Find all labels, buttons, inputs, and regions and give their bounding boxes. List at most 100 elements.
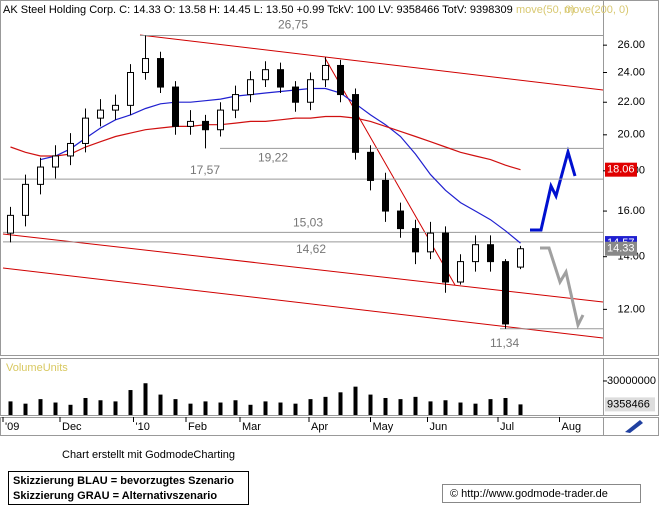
candle-body [322, 64, 329, 81]
candle-body [52, 155, 59, 168]
y-tick-label: 20.00 [617, 129, 645, 141]
volume-bar [428, 401, 433, 415]
candle-body [172, 86, 179, 127]
y-tick-label: 24.00 [617, 66, 645, 78]
x-tick-label: Jun [430, 421, 448, 433]
candle-body [82, 117, 89, 144]
legend-entry: move(50, 0) [516, 4, 575, 16]
level-label: 14,62 [296, 242, 326, 256]
legend-text: Skizzierung BLAU = bevorzugtes Szenario [13, 475, 234, 487]
volume-bar [308, 399, 313, 415]
copyright-box [442, 484, 641, 503]
scenario-gray [540, 246, 585, 330]
level-label: 15,03 [293, 216, 323, 230]
candle-body [352, 94, 359, 153]
volume-bar [278, 402, 283, 415]
x-tick-label: Jul [500, 421, 514, 433]
candle-body [442, 232, 449, 283]
trend-line [139, 34, 604, 91]
credit: Chart erstellt mit GodmodeCharting [62, 449, 235, 461]
volume-bar [503, 397, 508, 415]
volume-bar [368, 394, 373, 415]
legend-box [8, 471, 249, 505]
candle-body [232, 94, 239, 111]
volume-bar [23, 403, 28, 415]
candle-body [382, 179, 389, 212]
volume-label: VolumeUnits [6, 362, 68, 374]
volume-tick-label: 30000000 [607, 375, 656, 387]
volume-bar [68, 404, 73, 415]
last-value-label: 18.06 [607, 164, 635, 176]
y-tick-label: 16.00 [617, 205, 645, 217]
candle-body [217, 109, 224, 131]
scenario-blue [530, 146, 577, 232]
volume-bar [173, 399, 178, 415]
x-tick-label: Feb [188, 421, 207, 433]
volume-bar [128, 390, 133, 415]
legend-text: Skizzierung GRAU = Alternativszenario [13, 490, 217, 502]
volume-bar [443, 400, 448, 415]
candle-body [307, 79, 314, 103]
volume-bar [233, 400, 238, 415]
y-tick-label: 12.00 [617, 303, 645, 315]
candle-body [37, 166, 44, 185]
volume-bar [8, 401, 13, 415]
chart-title: AK Steel Holding Corp. C: 14.33 O: 13.58… [3, 4, 513, 16]
candle-body [337, 64, 344, 96]
volume-bar [293, 403, 298, 415]
candle-body [412, 228, 419, 253]
candle-body [502, 261, 509, 325]
last-value-box [605, 241, 637, 256]
volume-bar [98, 400, 103, 415]
trend-line [2, 267, 604, 339]
moving-average [10, 115, 521, 171]
candle-body [262, 69, 269, 81]
x-tick-label: '10 [136, 421, 150, 433]
tool-box [603, 417, 659, 436]
volume-bar [398, 399, 403, 415]
y-tick-label: 22.00 [617, 96, 645, 108]
level-label: 26,75 [278, 18, 308, 32]
volume-bar [203, 401, 208, 415]
volume-bar [263, 401, 268, 415]
x-tick-label: '09 [5, 421, 19, 433]
volume-bar [353, 386, 358, 415]
copyright: © http://www.godmode-trader.de [450, 488, 608, 500]
level-label: 17,57 [190, 163, 220, 177]
candle-body [97, 109, 104, 119]
candle-body [67, 142, 74, 157]
candle-body [127, 72, 134, 106]
volume-bar [83, 397, 88, 415]
candle-body [457, 261, 464, 283]
volume-last-label: 9358466 [607, 398, 650, 410]
volume-bar [188, 403, 193, 415]
candle-body [292, 86, 299, 103]
volume-bar [158, 394, 163, 415]
volume-bar [113, 401, 118, 415]
volume-bar [518, 404, 523, 415]
volume-bar [473, 403, 478, 415]
candle-body [277, 69, 284, 88]
last-value-box [605, 162, 637, 177]
x-tick-label: Mar [242, 421, 261, 433]
y-tick-label: 26.00 [617, 39, 645, 51]
x-tick-label: May [373, 421, 394, 433]
candle-body [487, 244, 494, 263]
x-tick-label: Aug [562, 421, 582, 433]
x-tick-label: Apr [311, 421, 328, 433]
candle-body [187, 120, 194, 127]
volume-bar [323, 396, 328, 415]
volume-bar [383, 397, 388, 415]
volume-bar [38, 399, 43, 415]
candle-body [472, 244, 479, 263]
volume-bar [218, 402, 223, 415]
level-label: 11,34 [490, 336, 519, 350]
candle-body [157, 58, 164, 88]
pencil-icon [625, 420, 643, 433]
volume-bar [458, 402, 463, 415]
candle-body [22, 183, 29, 216]
candle-body [517, 248, 524, 268]
candle-body [367, 151, 374, 181]
volume-bar [143, 383, 148, 415]
